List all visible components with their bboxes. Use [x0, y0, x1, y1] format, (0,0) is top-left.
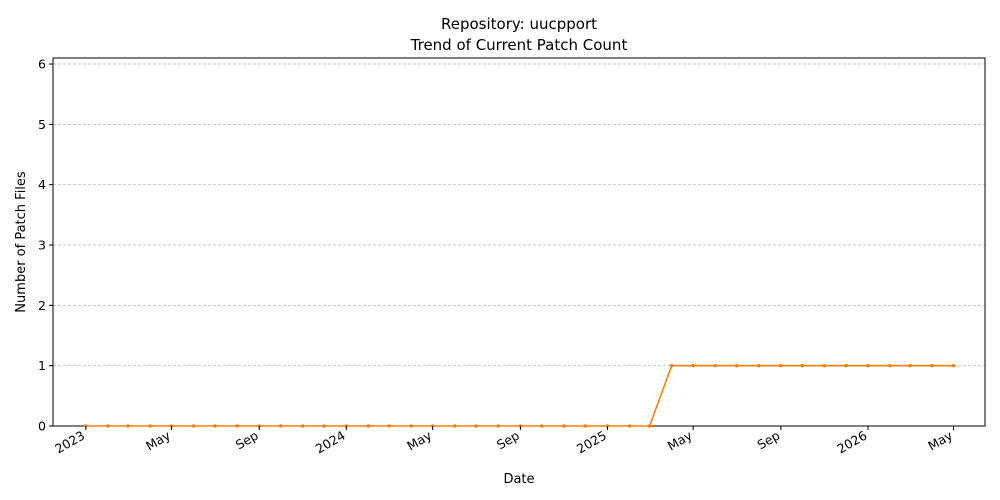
x-tick-label: May: [143, 427, 173, 453]
y-tick-label: 1: [38, 358, 46, 373]
data-point: [691, 363, 695, 368]
series-line: [85, 364, 954, 427]
x-tick-label: May: [665, 427, 695, 453]
data-point: [387, 424, 391, 428]
x-axis-ticks: 2023 May Sep 2024 May Sep 2025 May Sep 2026 May: [52, 426, 956, 457]
data-point: [627, 424, 632, 428]
series-layer: [84, 363, 956, 428]
data-point: [213, 424, 217, 428]
data-point: [888, 363, 892, 368]
y-axis-label: Number of Patch Files: [14, 171, 29, 313]
x-tick-label: May: [925, 427, 955, 453]
y-tick-label: 3: [38, 238, 46, 253]
data-point: [562, 424, 566, 428]
data-point: [409, 424, 414, 428]
x-tick-label: Sep: [494, 428, 522, 453]
data-point: [908, 363, 912, 368]
chart-title: Repository: uucpport: [441, 15, 597, 33]
data-point: [148, 424, 152, 428]
data-point: [951, 363, 956, 368]
data-point: [126, 424, 130, 428]
data-point: [779, 363, 783, 368]
data-point: [866, 363, 870, 368]
data-point: [583, 424, 588, 428]
data-point: [366, 424, 371, 428]
data-point: [800, 363, 805, 368]
data-point: [930, 363, 934, 368]
data-point: [496, 424, 501, 428]
x-tick-label: 2026: [834, 428, 869, 457]
chart-subtitle: Trend of Current Patch Count: [410, 36, 628, 54]
data-point: [713, 363, 718, 368]
data-point: [822, 363, 827, 368]
y-tick-label: 0: [38, 419, 46, 434]
data-point: [647, 424, 652, 428]
data-point: [106, 424, 110, 428]
data-point: [474, 424, 478, 428]
y-axis-ticks: 0 1 2 3 4 5 6: [38, 57, 53, 434]
data-point: [235, 424, 239, 428]
x-axis-label: Date: [503, 472, 534, 487]
data-point: [191, 424, 196, 428]
data-point: [734, 363, 739, 368]
x-tick-label: Sep: [754, 428, 782, 453]
y-tick-label: 2: [38, 298, 46, 313]
data-point: [540, 424, 544, 428]
x-tick-label: May: [404, 427, 434, 453]
data-point: [669, 363, 674, 368]
x-tick-label: 2025: [574, 428, 609, 457]
x-tick-label: 2024: [313, 428, 348, 457]
y-tick-label: 4: [38, 177, 46, 192]
plot-area-frame: [52, 57, 986, 427]
gridlines: [53, 63, 985, 367]
data-point: [844, 363, 848, 368]
data-point: [322, 424, 326, 428]
y-tick-label: 5: [38, 117, 46, 132]
y-tick-label: 6: [38, 57, 46, 72]
data-point: [452, 424, 457, 428]
data-point: [756, 363, 761, 368]
x-tick-label: Sep: [233, 428, 261, 453]
x-tick-label: 2023: [52, 428, 87, 457]
data-point: [278, 424, 283, 428]
data-point: [300, 424, 305, 428]
